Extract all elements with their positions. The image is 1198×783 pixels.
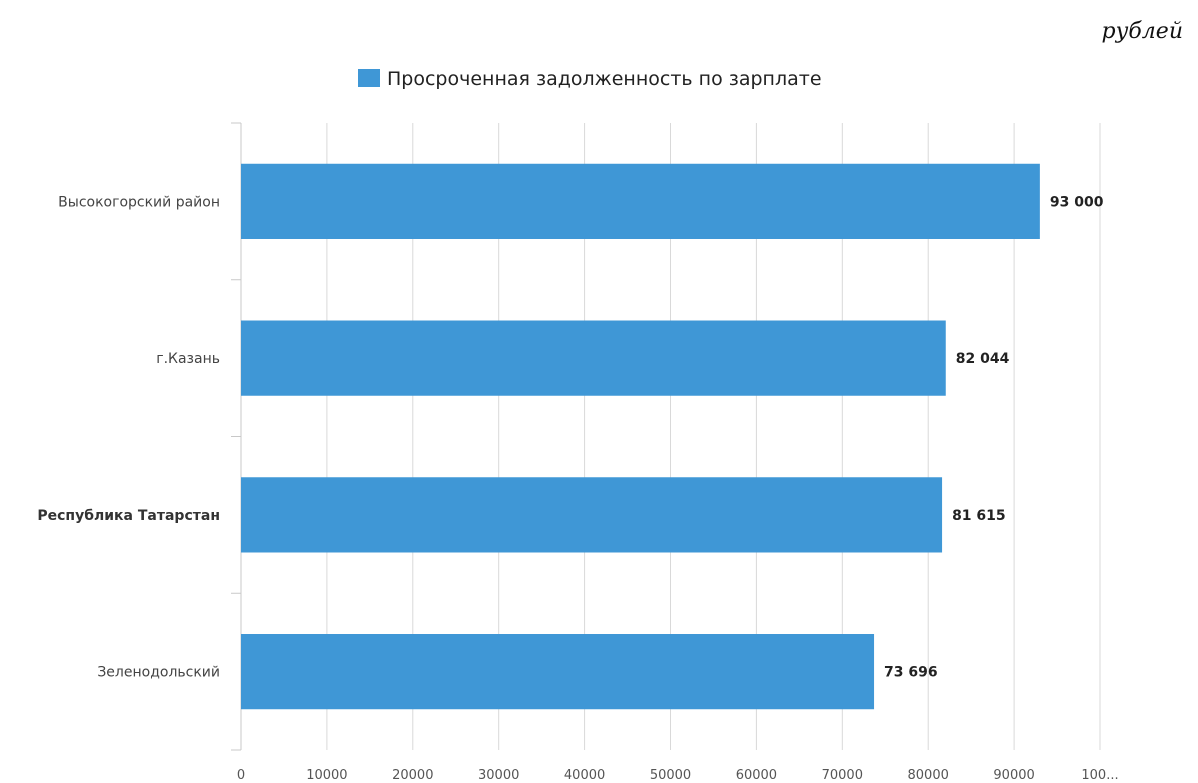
x-tick-label: 100... bbox=[1081, 768, 1118, 783]
category-label: Зеленодольский bbox=[97, 665, 220, 681]
legend-label: Просроченная задолженность по зарплате bbox=[387, 68, 822, 90]
bar bbox=[241, 320, 946, 396]
data-label: 93 000 bbox=[1050, 194, 1104, 210]
x-tick-label: 90000 bbox=[993, 768, 1034, 783]
x-tick-label: 60000 bbox=[736, 768, 777, 783]
labels: Высокогорский район 93 000 г.Казань 82 044 Р… bbox=[37, 194, 1118, 783]
x-tick-label: 40000 bbox=[564, 768, 605, 783]
x-tick-label: 80000 bbox=[908, 768, 949, 783]
category-label: Высокогорский район bbox=[58, 194, 220, 210]
category-label: г.Казань bbox=[156, 351, 220, 367]
legend: Просроченная задолженность по зарплате bbox=[358, 68, 822, 90]
category-label: Республика Татарстан bbox=[37, 508, 220, 524]
bar bbox=[241, 477, 943, 553]
unit-label: рублей bbox=[1102, 19, 1183, 44]
x-tick-label: 50000 bbox=[650, 768, 691, 783]
bars bbox=[241, 163, 1040, 710]
data-label: 82 044 bbox=[956, 351, 1010, 367]
x-tick-label: 20000 bbox=[392, 768, 433, 783]
x-tick-label: 70000 bbox=[822, 768, 863, 783]
x-tick-label: 10000 bbox=[306, 768, 347, 783]
data-label: 73 696 bbox=[884, 665, 938, 681]
legend-swatch bbox=[358, 69, 380, 87]
data-label: 81 615 bbox=[952, 508, 1006, 524]
bar bbox=[241, 634, 875, 710]
axes bbox=[231, 122, 242, 751]
x-tick-label: 0 bbox=[237, 768, 245, 783]
bar bbox=[241, 163, 1040, 239]
x-tick-label: 30000 bbox=[478, 768, 519, 783]
